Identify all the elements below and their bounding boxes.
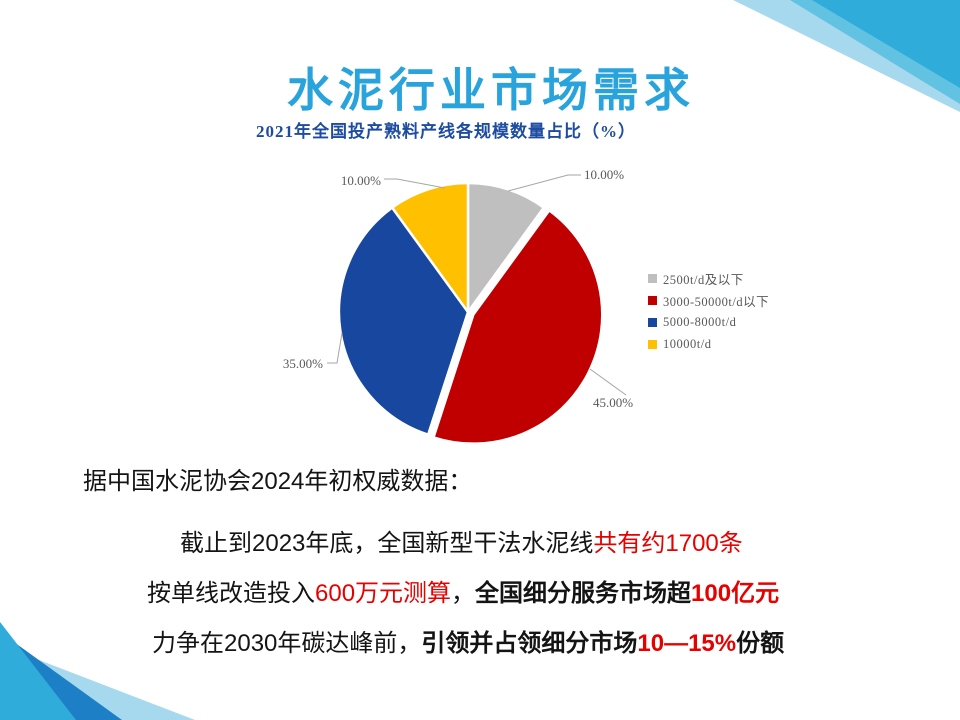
pie-label-yellow-slice: 10.00% [341, 173, 381, 188]
pie-slice-2 [337, 206, 470, 436]
fact-line-3: 力争在2030年碳达峰前，引领并占领细分市场10—15%份额 [152, 623, 784, 658]
fact-line-2: 按单线改造投入600万元测算，全国细分服务市场超100亿元 [147, 573, 779, 608]
decoration-triangle-cyan [0, 622, 76, 720]
legend-item: 10000t/d [648, 333, 769, 355]
leader-line-gray-slice [507, 174, 581, 192]
legend-swatch-blue [648, 317, 657, 327]
fact1-red-highlight: 共有约1700条 [593, 530, 743, 557]
legend-label: 10000t/d [663, 336, 712, 351]
fact2-red-highlight: 600万元测算 [315, 580, 452, 607]
decoration-triangle-blue [0, 632, 122, 720]
chart-legend: 2500t/d及以下 3000-50000t/d以下 5000-8000t/d … [648, 267, 769, 355]
fact-line-1: 截止到2023年底，全国新型干法水泥线共有约1700条 [180, 523, 743, 558]
pie-slice-3 [390, 181, 470, 314]
legend-item: 5000-8000t/d [648, 311, 769, 333]
pie-slice-0 [466, 181, 546, 314]
fact3-bold-black-suffix: 份额 [736, 630, 785, 657]
fact3-bold-red-highlight: 10—15% [637, 630, 737, 657]
legend-label: 2500t/d及以下 [663, 272, 744, 287]
fact2-black: 按单线改造投入 [147, 580, 315, 607]
legend-label: 3000-50000t/d以下 [663, 294, 770, 309]
fact2-comma: ， [451, 580, 476, 607]
fact2-bold-black: 全国细分服务市场超 [475, 580, 692, 607]
legend-swatch-gray [648, 273, 657, 283]
leader-line-red-slice [589, 368, 627, 396]
fact3-bold-black: 引领并占领细分市场 [421, 630, 638, 657]
fact3-black: 力争在2030年碳达峰前， [152, 630, 422, 657]
pie-label-red-slice: 45.00% [593, 395, 633, 410]
leader-line-blue-slice [327, 332, 343, 364]
intro-line: 据中国水泥协会2024年初权威数据： [83, 461, 472, 496]
legend-swatch-yellow [648, 339, 657, 349]
pie-label-blue-slice: 35.00% [283, 356, 323, 371]
fact1-black: 截止到2023年底，全国新型干法水泥线 [180, 530, 594, 557]
pie-label-gray-slice: 10.00% [584, 167, 624, 182]
legend-swatch-red [648, 295, 657, 305]
pie-chart: 10.00% 45.00% 35.00% 10.00% [283, 167, 633, 445]
intro-text: 据中国水泥协会2024年初权威数据： [83, 468, 473, 495]
fact2-bold-red-highlight: 100亿元 [691, 580, 780, 607]
legend-item: 2500t/d及以下 [648, 267, 769, 289]
pie-slice-1 [432, 209, 604, 445]
page-title: 水泥行业市场需求 [287, 64, 695, 116]
legend-label: 5000-8000t/d [663, 314, 737, 329]
chart-title: 2021年全国投产熟料产线各规模数量占比（%） [256, 122, 636, 141]
pie-leader-lines [327, 174, 627, 396]
leader-line-yellow-slice [384, 178, 446, 189]
legend-item: 3000-50000t/d以下 [648, 289, 769, 311]
pie-slices [337, 181, 604, 445]
